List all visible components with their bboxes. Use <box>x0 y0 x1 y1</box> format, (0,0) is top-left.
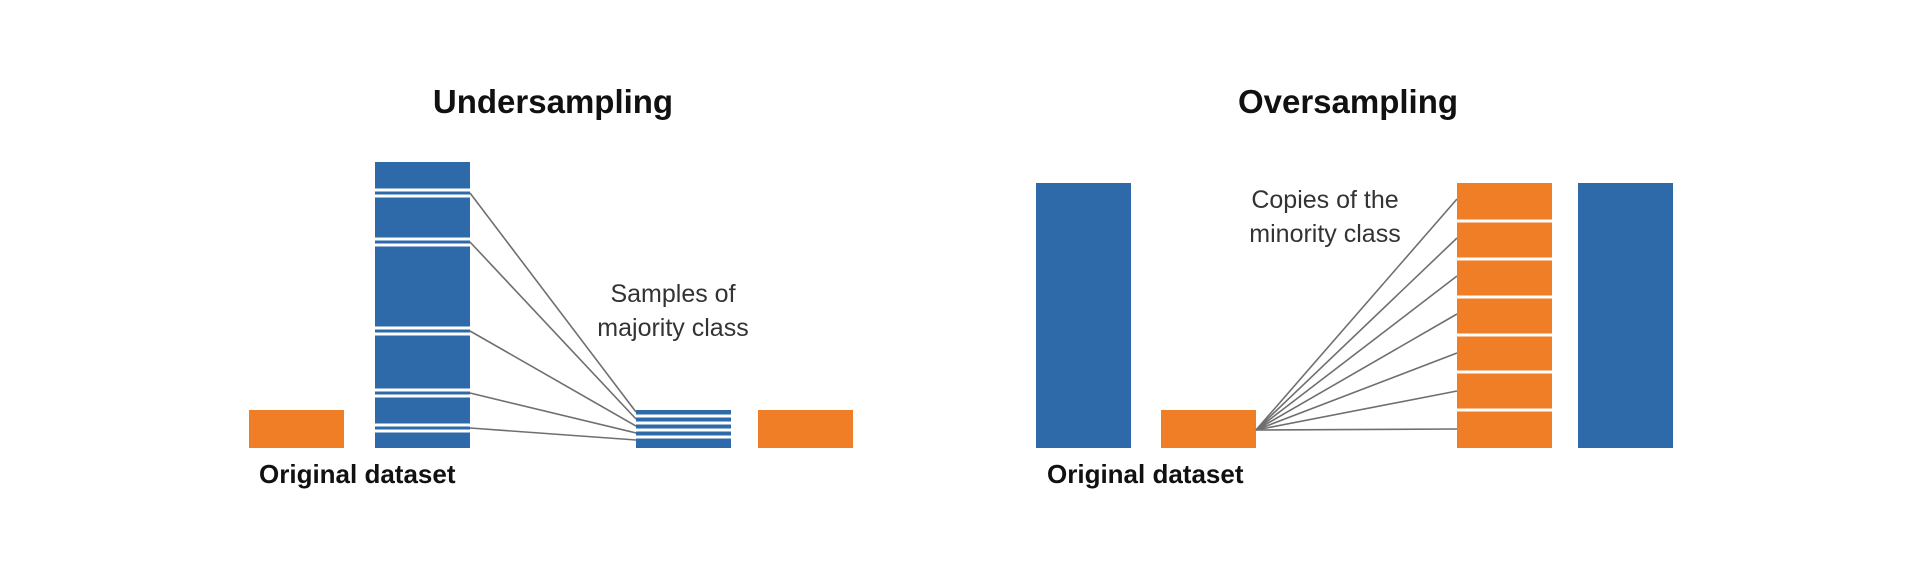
connector-line <box>1255 428 1458 431</box>
connector-line <box>1255 237 1458 431</box>
connector-line <box>469 241 637 420</box>
minority-copy-separators <box>1457 219 1552 412</box>
minority-copies-bar <box>1457 183 1552 448</box>
undersampling-panel: Undersampling Samples of majority <box>249 83 853 489</box>
connector-line <box>1255 390 1458 431</box>
original-minority-bar <box>1161 410 1256 448</box>
oversampling-annotation-line2: minority class <box>1249 220 1400 248</box>
undersampling-caption: Original dataset <box>259 459 456 489</box>
connector-line <box>1255 275 1458 431</box>
oversampling-title: Oversampling <box>1238 83 1458 120</box>
connector-line <box>469 427 637 441</box>
connector-line <box>1255 313 1458 431</box>
connector-line <box>469 330 637 427</box>
majority-sample-stripes <box>375 188 470 433</box>
connector-line <box>469 392 637 434</box>
undersampling-annotation-line1: Samples of <box>610 280 735 308</box>
sampled-majority-stripes <box>636 414 731 439</box>
connector-line <box>1255 198 1458 431</box>
original-majority-bar <box>1036 183 1131 448</box>
connector-line <box>1255 352 1458 431</box>
resulting-minority-bar <box>758 410 853 448</box>
original-minority-bar <box>249 410 344 448</box>
resulting-majority-bar <box>1578 183 1673 448</box>
oversampling-connectors <box>1255 198 1458 431</box>
undersampling-title: Undersampling <box>433 83 673 120</box>
connector-line <box>469 192 637 413</box>
undersampling-connectors <box>469 192 637 441</box>
oversampling-panel: Oversampling Copies of the minority clas… <box>1036 83 1673 489</box>
undersampling-annotation-line2: majority class <box>597 314 748 342</box>
oversampling-caption: Original dataset <box>1047 459 1244 489</box>
oversampling-annotation-line1: Copies of the <box>1251 186 1398 214</box>
original-majority-bar <box>375 162 470 448</box>
